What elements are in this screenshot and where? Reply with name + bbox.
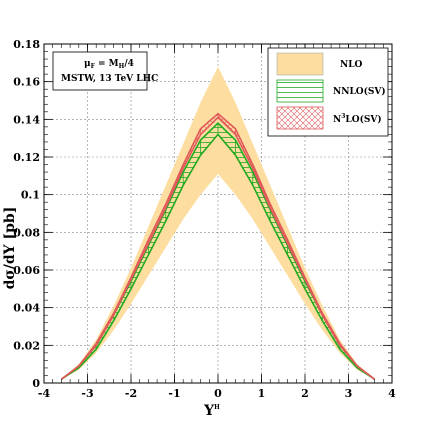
y-tick-label: 0.18 xyxy=(13,38,40,51)
legend-swatch-n3lo xyxy=(276,106,324,130)
x-tick-label: -1 xyxy=(168,387,180,400)
y-tick-label: 0.1 xyxy=(21,189,40,202)
x-tick-label: 1 xyxy=(258,387,266,400)
x-tick-label: -2 xyxy=(125,387,137,400)
y-tick-label: 0.16 xyxy=(13,76,40,89)
axes-ticks: -4 -3 -2 -1 0 1 2 3 4 0 0.02 0.04 0.06 0.08 0.1 0.12 0.1… xyxy=(13,38,396,400)
y-tick-label: 0.12 xyxy=(13,151,40,164)
x-tick-label: 2 xyxy=(301,387,309,400)
y-tick-label: 0.06 xyxy=(13,264,40,277)
svg-text:MSTW, 13 TeV LHC: MSTW, 13 TeV LHC xyxy=(61,74,158,84)
legend-label-n3lo: N3LO(SV) xyxy=(333,113,382,125)
y-tick-label: 0 xyxy=(32,377,40,390)
x-tick-label: 4 xyxy=(388,387,396,400)
y-tick-label: 0.02 xyxy=(13,339,40,352)
legend-swatch-nnlo xyxy=(276,79,324,103)
legend-label-nnlo: NNLO(SV) xyxy=(333,86,386,97)
y-tick-label: 0.08 xyxy=(13,226,40,239)
legend-swatch-nlo xyxy=(276,52,324,76)
y-axis-title: dσ/dY [pb] xyxy=(2,207,18,290)
x-tick-label: -4 xyxy=(38,387,51,400)
legend-label-nlo: NLO xyxy=(340,60,363,70)
y-tick-label: 0.04 xyxy=(13,302,40,315)
x-tick-label: -3 xyxy=(81,387,93,400)
y-tick-label: 0.14 xyxy=(13,113,40,126)
x-tick-label: 3 xyxy=(345,387,353,400)
svg-text:μF = MH/4: μF = MH/4 xyxy=(84,59,134,70)
x-tick-label: 0 xyxy=(214,387,222,400)
info-box: μF = MH/4 MSTW, 13 TeV LHC xyxy=(52,51,158,91)
x-axis-title: YH xyxy=(203,403,220,419)
bands xyxy=(60,66,376,380)
legend: NLO NNLO(SV) N3LO(SV) xyxy=(267,47,389,137)
